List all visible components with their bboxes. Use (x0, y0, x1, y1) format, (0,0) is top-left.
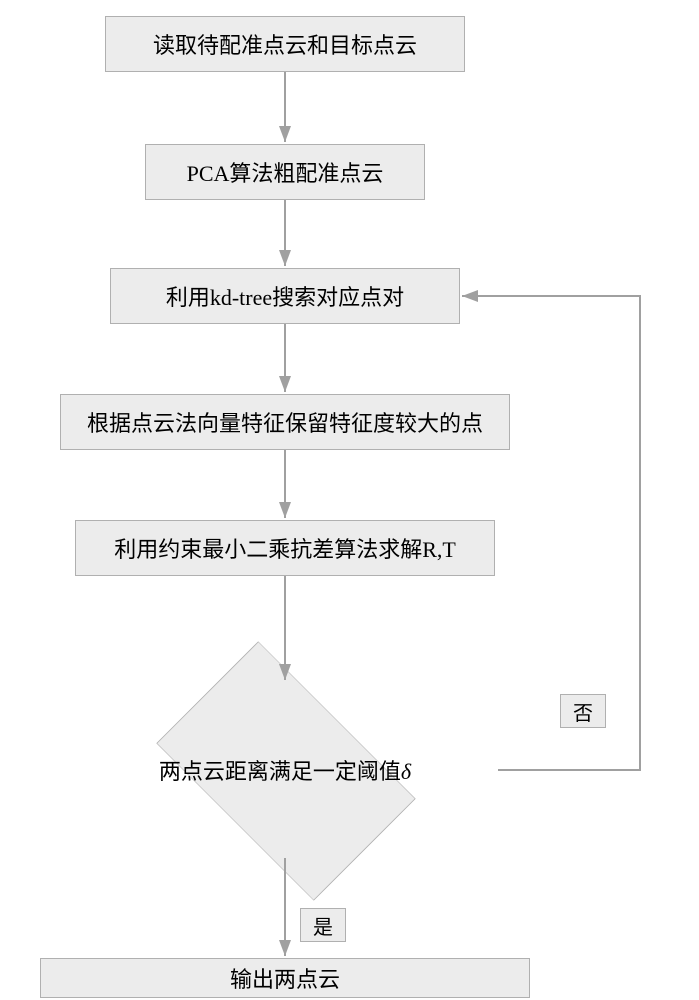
decision-delta: δ (401, 759, 411, 784)
flow-node-output: 输出两点云 (40, 958, 530, 998)
flow-node-normals-filter: 根据点云法向量特征保留特征度较大的点 (60, 394, 510, 450)
flow-node-label: 利用kd-tree搜索对应点对 (166, 280, 404, 312)
flow-node-label: 根据点云法向量特征保留特征度较大的点 (87, 406, 483, 438)
edge-label-yes: 是 (300, 908, 346, 942)
flow-node-label: 利用约束最小二乘抗差算法求解R,T (114, 532, 456, 564)
flow-node-pca: PCA算法粗配准点云 (145, 144, 425, 200)
flowchart-canvas: 读取待配准点云和目标点云 PCA算法粗配准点云 利用kd-tree搜索对应点对 … (0, 0, 699, 1000)
flow-node-kdtree: 利用kd-tree搜索对应点对 (110, 268, 460, 324)
flow-node-read-clouds: 读取待配准点云和目标点云 (105, 16, 465, 72)
flow-node-solve-rt: 利用约束最小二乘抗差算法求解R,T (75, 520, 495, 576)
diamond-shape (156, 641, 415, 900)
flow-node-label: PCA算法粗配准点云 (187, 156, 384, 188)
flow-decision-threshold: 两点云距离满足一定阈值δ (65, 670, 505, 870)
flow-node-label: 读取待配准点云和目标点云 (153, 28, 417, 60)
edge-label-no: 否 (560, 694, 606, 728)
flow-node-label: 输出两点云 (230, 962, 340, 994)
